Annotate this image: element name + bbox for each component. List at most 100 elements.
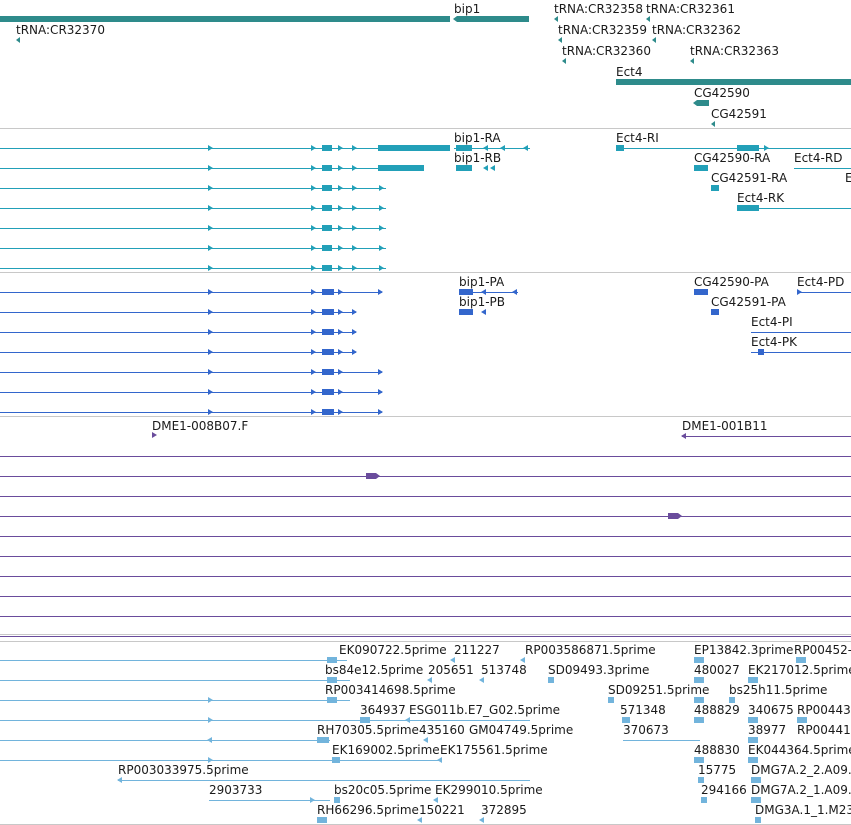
est-block[interactable] — [755, 817, 761, 823]
gene-feature-bar[interactable] — [693, 100, 709, 106]
gene-feature-marker[interactable] — [558, 37, 562, 43]
gene-feature-marker[interactable] — [690, 58, 694, 64]
est-label[interactable]: 370673 — [623, 723, 669, 737]
protein-exon-arrow[interactable] — [481, 309, 486, 315]
transcript-exon-arrow[interactable] — [311, 265, 316, 271]
transcript-exon[interactable] — [322, 165, 332, 171]
est-label[interactable]: EK299010.5prime — [435, 783, 543, 797]
est-label[interactable]: ESG011b.E7_G02.5prime — [409, 703, 561, 717]
protein-exon-arrow[interactable] — [512, 289, 517, 295]
est-label[interactable]: EK169002.5prime — [332, 743, 440, 757]
est-label[interactable]: 38977 — [748, 723, 787, 737]
transcript-exon-arrow[interactable] — [379, 185, 384, 191]
protein-exon-arrow[interactable] — [352, 329, 357, 335]
transcript-exon-arrow[interactable] — [338, 145, 343, 151]
gene-label[interactable]: CG42590 — [694, 86, 750, 100]
est-label[interactable]: GM04749.5prime — [469, 723, 574, 737]
protein-label[interactable]: Ect4-PI — [751, 315, 793, 329]
est-label[interactable]: 340675 — [748, 703, 794, 717]
est-block[interactable] — [548, 677, 554, 683]
protein-exon[interactable] — [322, 329, 334, 335]
gene-feature-marker[interactable] — [554, 16, 558, 22]
transcript-exon-arrow[interactable] — [500, 145, 505, 151]
est-arrow[interactable] — [310, 797, 315, 803]
transcript-label[interactable]: E — [845, 171, 851, 185]
protein-exon-arrow[interactable] — [208, 389, 213, 395]
gene-label[interactable]: tRNA:CR32360 — [562, 44, 651, 58]
protein-exon[interactable] — [322, 369, 334, 375]
est-label[interactable]: SD09493.3prime — [548, 663, 650, 677]
transcript-exon[interactable] — [322, 185, 332, 191]
est-block[interactable] — [751, 797, 761, 803]
transcript-exon[interactable] — [694, 165, 708, 171]
est-block[interactable] — [698, 777, 704, 783]
est-arrow[interactable] — [117, 777, 122, 783]
transcript-label[interactable]: Ect4-RD — [794, 151, 843, 165]
gene-label[interactable]: tRNA:CR32363 — [690, 44, 779, 58]
est-label[interactable]: EP13842.3prime — [694, 643, 794, 657]
transcript-exon[interactable] — [322, 205, 332, 211]
est-block[interactable] — [334, 797, 340, 803]
transcript-exon[interactable] — [378, 145, 450, 151]
protein-exon-arrow[interactable] — [338, 409, 343, 415]
transcript-exon-arrow[interactable] — [764, 145, 769, 151]
est-block[interactable] — [748, 717, 758, 723]
est-label[interactable]: RP00441 — [797, 723, 851, 737]
est-label[interactable]: RP00452- — [794, 643, 851, 657]
est-arrow[interactable] — [208, 717, 213, 723]
protein-exon-arrow[interactable] — [338, 309, 343, 315]
est-arrow[interactable] — [417, 817, 422, 823]
protein-exon-arrow[interactable] — [378, 369, 383, 375]
transcript-exon-arrow[interactable] — [490, 165, 495, 171]
est-label[interactable]: RP003586871.5prime — [525, 643, 656, 657]
protein-exon-arrow[interactable] — [208, 369, 213, 375]
protein-exon-arrow[interactable] — [311, 409, 316, 415]
transcript-exon-arrow[interactable] — [311, 185, 316, 191]
transcript-exon[interactable] — [737, 145, 759, 151]
protein-exon-arrow[interactable] — [352, 309, 357, 315]
est-block[interactable] — [748, 737, 758, 743]
est-label[interactable]: 513748 — [481, 663, 527, 677]
gene-feature-bar[interactable] — [616, 79, 851, 85]
transcript-exon-arrow[interactable] — [208, 245, 213, 251]
transcript-exon[interactable] — [322, 265, 332, 271]
transcript-label[interactable]: CG42591-RA — [711, 171, 788, 185]
est-label[interactable]: bs25h11.5prime — [729, 683, 828, 697]
transcript-exon-arrow[interactable] — [338, 245, 343, 251]
est-label[interactable]: 488830 — [694, 743, 740, 757]
protein-exon-arrow[interactable] — [338, 289, 343, 295]
protein-label[interactable]: bip1-PA — [459, 275, 505, 289]
est-block[interactable] — [694, 677, 704, 683]
transcript-exon-arrow[interactable] — [311, 205, 316, 211]
est-label[interactable]: RH70305.5prime — [317, 723, 419, 737]
gene-feature-marker[interactable] — [16, 37, 20, 43]
est-label[interactable]: DMG7A.2_1.A09. — [751, 783, 851, 797]
transcript-exon-arrow[interactable] — [352, 185, 357, 191]
protein-exon-arrow[interactable] — [311, 309, 316, 315]
protein-exon[interactable] — [322, 309, 334, 315]
protein-exon-arrow[interactable] — [797, 289, 802, 295]
gene-label[interactable]: tRNA:CR32361 — [646, 2, 735, 16]
est-label[interactable]: EK090722.5prime — [339, 643, 447, 657]
est-block[interactable] — [694, 697, 704, 703]
est-label[interactable]: bs84e12.5prime — [325, 663, 424, 677]
gene-feature-marker[interactable] — [711, 121, 715, 127]
transcript-exon-arrow[interactable] — [208, 225, 213, 231]
est-label[interactable]: 372895 — [481, 803, 527, 817]
est-block[interactable] — [622, 717, 630, 723]
est-arrow[interactable] — [405, 717, 410, 723]
transcript-exon-arrow[interactable] — [311, 245, 316, 251]
est-block[interactable] — [360, 717, 370, 723]
est-block[interactable] — [748, 757, 758, 763]
transcript-exon-arrow[interactable] — [311, 145, 316, 151]
transcript-exon-arrow[interactable] — [338, 265, 343, 271]
est-block[interactable] — [797, 717, 807, 723]
protein-exon-arrow[interactable] — [311, 389, 316, 395]
est-label[interactable]: bs20c05.5prime — [334, 783, 432, 797]
transcript-exon[interactable] — [322, 225, 332, 231]
transcript-exon-arrow[interactable] — [352, 265, 357, 271]
protein-exon[interactable] — [459, 289, 473, 295]
est-label[interactable]: 435160 — [419, 723, 465, 737]
transcript-exon-arrow[interactable] — [208, 165, 213, 171]
protein-exon-arrow[interactable] — [311, 289, 316, 295]
